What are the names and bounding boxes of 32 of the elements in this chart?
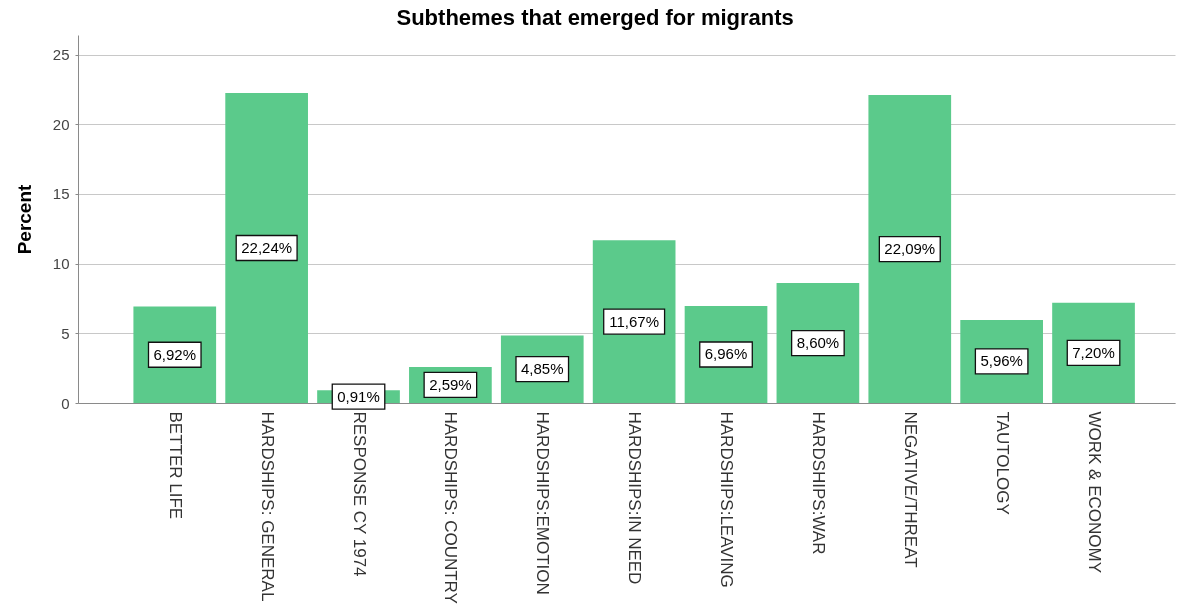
y-tick-label: 25 bbox=[52, 46, 70, 64]
y-tick-label: 5 bbox=[61, 324, 70, 342]
data-label: 22,24% bbox=[241, 238, 293, 256]
data-label: 22,09% bbox=[884, 240, 936, 258]
x-tick-label: HARDSHIPS: COUNTRY bbox=[441, 411, 461, 604]
x-tick-label: HARDSHIPS:IN NEED bbox=[625, 411, 645, 585]
data-label: 8,60% bbox=[796, 334, 840, 352]
data-label: 2,59% bbox=[429, 375, 472, 393]
x-tick-label: TAUTOLOGY bbox=[992, 411, 1012, 515]
y-axis-title: Percent bbox=[13, 183, 35, 255]
x-tick-label: WORK & ECONOMY bbox=[1084, 411, 1104, 574]
x-tick-label: HARDSHIPS:LEAVING bbox=[717, 411, 737, 588]
y-tick-label: 15 bbox=[52, 185, 70, 203]
chart-title: Subthemes that emerged for migrants bbox=[396, 5, 794, 30]
data-label: 7,20% bbox=[1072, 343, 1115, 361]
data-label: 4,85% bbox=[520, 360, 564, 378]
x-tick-label: NEGATIVE/THREAT bbox=[900, 411, 920, 568]
data-label: 0,91% bbox=[337, 387, 380, 405]
x-tick-label: HARDSHIPS:EMOTION bbox=[533, 411, 553, 595]
x-tick-label: RESPONSE CY 1974 bbox=[349, 411, 369, 577]
x-tick-label: BETTER LIFE bbox=[165, 411, 185, 520]
data-label: 11,67% bbox=[609, 312, 660, 330]
bar bbox=[868, 95, 952, 403]
data-label: 6,96% bbox=[704, 345, 748, 363]
x-tick-label: HARDSHIPS: GENERAL bbox=[257, 411, 277, 602]
data-label: 5,96% bbox=[980, 352, 1023, 370]
data-label: 6,92% bbox=[153, 345, 197, 363]
y-tick-label: 10 bbox=[52, 255, 70, 273]
y-tick-label: 0 bbox=[61, 394, 70, 412]
y-tick-label: 20 bbox=[52, 115, 70, 133]
x-tick-label: HARDSHIPS:WAR bbox=[808, 411, 828, 555]
bar bbox=[225, 92, 308, 403]
